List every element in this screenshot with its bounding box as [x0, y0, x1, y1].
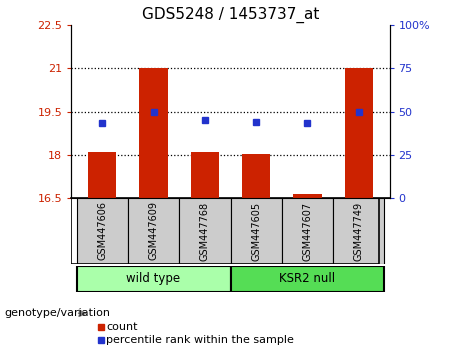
Bar	[128, 198, 179, 264]
Text: KSR2 null: KSR2 null	[279, 272, 336, 285]
Bar	[179, 198, 230, 264]
Text: count: count	[106, 322, 137, 332]
Bar	[345, 68, 373, 198]
Text: genotype/variation: genotype/variation	[5, 308, 111, 318]
Bar	[191, 152, 219, 198]
Text: GSM447768: GSM447768	[200, 201, 210, 261]
Bar	[77, 266, 230, 292]
Text: GSM447609: GSM447609	[148, 201, 159, 261]
Text: percentile rank within the sample: percentile rank within the sample	[106, 335, 294, 345]
Text: wild type: wild type	[126, 272, 181, 285]
Bar	[230, 266, 384, 292]
Bar	[333, 198, 384, 264]
Bar	[77, 198, 128, 264]
Bar	[282, 198, 333, 264]
Bar	[293, 194, 322, 198]
Bar	[88, 152, 116, 198]
Text: GSM447607: GSM447607	[302, 201, 313, 261]
Text: GSM447749: GSM447749	[354, 201, 364, 261]
Bar	[242, 154, 270, 198]
Title: GDS5248 / 1453737_at: GDS5248 / 1453737_at	[142, 7, 319, 23]
Text: GSM447606: GSM447606	[97, 201, 107, 261]
Bar	[230, 198, 282, 264]
Text: GSM447605: GSM447605	[251, 201, 261, 261]
Bar	[139, 68, 168, 198]
